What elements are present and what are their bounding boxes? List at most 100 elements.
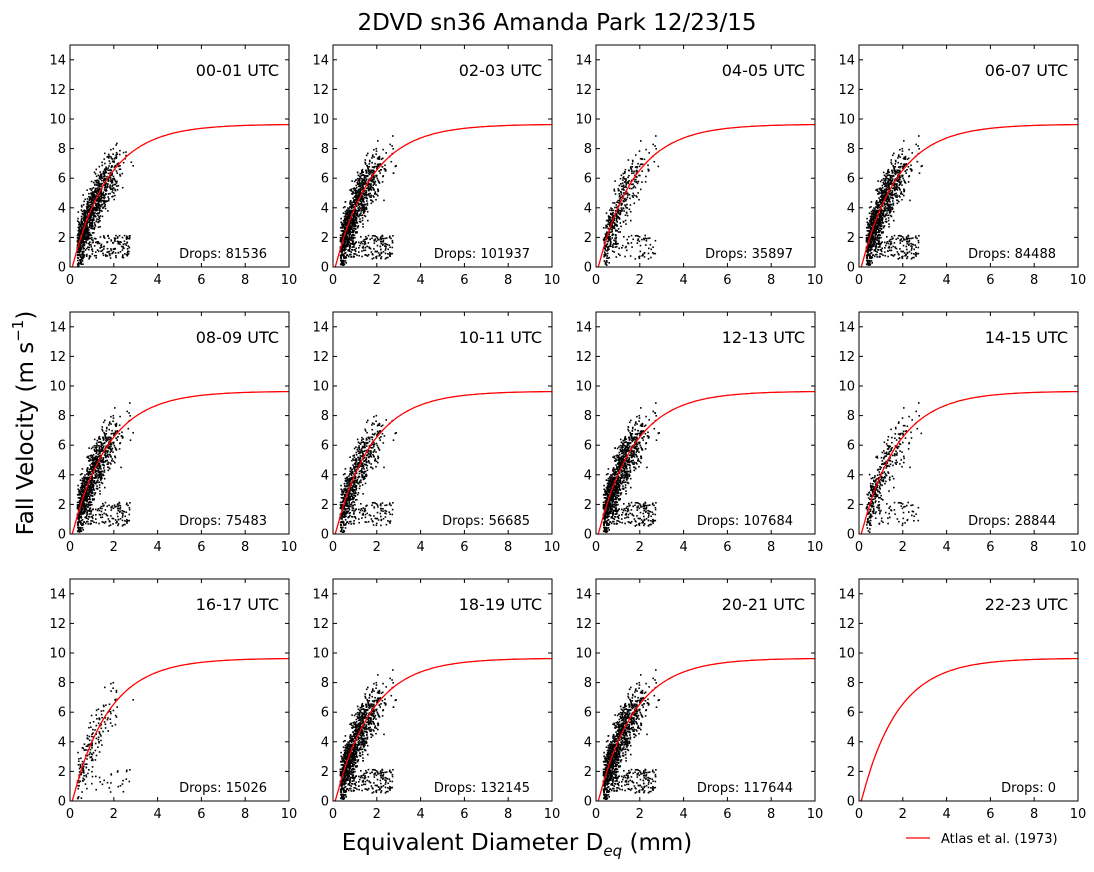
- drop-point: [352, 235, 354, 237]
- drop-point: [604, 261, 607, 264]
- drop-point: [385, 247, 387, 250]
- drop-point: [605, 244, 607, 246]
- drop-point: [891, 208, 894, 211]
- drop-point: [109, 257, 112, 259]
- drop-point: [618, 184, 621, 187]
- drop-point: [90, 466, 92, 468]
- drop-point: [887, 195, 890, 197]
- drop-point: [92, 196, 94, 199]
- drop-point: [875, 233, 877, 235]
- drop-point: [361, 185, 364, 188]
- drop-point: [352, 240, 355, 242]
- x-tick-label: 2: [636, 273, 644, 288]
- drop-point: [125, 511, 128, 513]
- drop-point: [882, 197, 884, 200]
- drop-point: [96, 249, 99, 251]
- drop-point: [633, 202, 636, 205]
- drop-point: [351, 205, 354, 208]
- drop-point: [628, 235, 630, 238]
- drop-point: [87, 228, 90, 230]
- drop-point: [107, 454, 109, 456]
- drop-point: [88, 493, 91, 495]
- drop-point: [874, 214, 876, 216]
- drop-point: [622, 220, 625, 223]
- drop-point: [110, 156, 112, 158]
- drop-point: [95, 446, 97, 449]
- drop-point: [880, 189, 883, 192]
- drop-point: [614, 193, 617, 195]
- drop-point: [132, 165, 134, 167]
- drop-point: [78, 224, 80, 226]
- drop-point: [108, 438, 111, 441]
- drop-point: [86, 220, 89, 223]
- drop-point: [607, 257, 609, 260]
- drop-point: [104, 179, 106, 181]
- drop-point: [345, 235, 348, 238]
- drop-point: [392, 172, 395, 174]
- drop-point: [121, 172, 124, 175]
- drop-point: [344, 252, 347, 254]
- drop-point: [359, 177, 361, 179]
- drop-point: [357, 185, 360, 188]
- drop-point: [633, 194, 635, 197]
- drop-point: [127, 237, 129, 240]
- axes-frame: [595, 44, 816, 268]
- drop-point: [92, 199, 94, 201]
- drop-point: [606, 257, 608, 259]
- drop-point: [896, 199, 899, 202]
- drop-point: [365, 238, 367, 240]
- drop-point: [890, 163, 893, 165]
- drop-point: [892, 237, 894, 240]
- drop-point: [350, 211, 352, 214]
- drop-point: [900, 162, 902, 165]
- drop-point: [879, 230, 881, 232]
- drop-point: [370, 199, 372, 201]
- drop-point: [368, 172, 370, 175]
- drop-point: [105, 178, 108, 180]
- drop-point: [882, 231, 884, 233]
- drop-point: [104, 196, 106, 199]
- drop-point: [354, 189, 357, 192]
- drop-point: [97, 180, 100, 182]
- drop-point: [108, 504, 110, 507]
- drop-point: [373, 156, 375, 158]
- drop-point: [893, 182, 896, 185]
- drop-point: [874, 245, 877, 248]
- drop-point: [365, 194, 368, 197]
- drop-point: [886, 181, 889, 183]
- drop-point: [82, 263, 84, 265]
- drop-point: [89, 201, 92, 203]
- drop-point: [370, 187, 372, 189]
- drop-point: [80, 220, 83, 222]
- drop-point: [370, 251, 373, 253]
- drop-point: [882, 209, 884, 212]
- scatter-points: [76, 402, 134, 534]
- drop-point: [911, 152, 913, 154]
- drop-point: [345, 222, 348, 225]
- drop-point: [88, 248, 90, 251]
- drop-point: [884, 210, 886, 212]
- drop-point: [85, 505, 88, 507]
- drop-point: [123, 240, 126, 242]
- drop-point: [635, 178, 637, 181]
- drop-point: [364, 179, 366, 182]
- drop-point: [350, 238, 352, 241]
- drop-point: [111, 174, 113, 176]
- drop-point: [99, 220, 101, 222]
- drop-point: [882, 254, 884, 257]
- drop-point: [92, 219, 94, 221]
- drop-point: [896, 170, 898, 173]
- drop-point: [636, 196, 638, 198]
- drop-point: [91, 226, 93, 229]
- drop-point: [642, 253, 644, 256]
- drop-point: [623, 186, 625, 188]
- drop-point: [887, 209, 889, 212]
- drop-point: [354, 231, 357, 233]
- drop-point: [640, 163, 643, 165]
- x-tick-label: 4: [153, 273, 161, 288]
- drop-point: [641, 157, 643, 160]
- drop-point: [637, 162, 639, 165]
- drop-point: [100, 185, 103, 187]
- drop-point: [625, 211, 628, 214]
- drop-point: [908, 175, 910, 178]
